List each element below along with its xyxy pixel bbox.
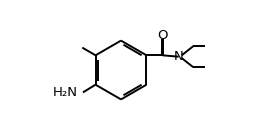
Text: H₂N: H₂N (52, 86, 77, 99)
Text: O: O (157, 29, 168, 42)
Text: N: N (174, 50, 184, 63)
